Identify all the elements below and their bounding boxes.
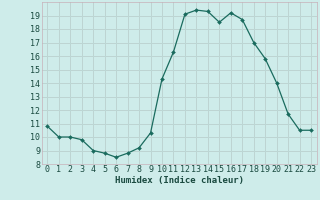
- X-axis label: Humidex (Indice chaleur): Humidex (Indice chaleur): [115, 176, 244, 185]
